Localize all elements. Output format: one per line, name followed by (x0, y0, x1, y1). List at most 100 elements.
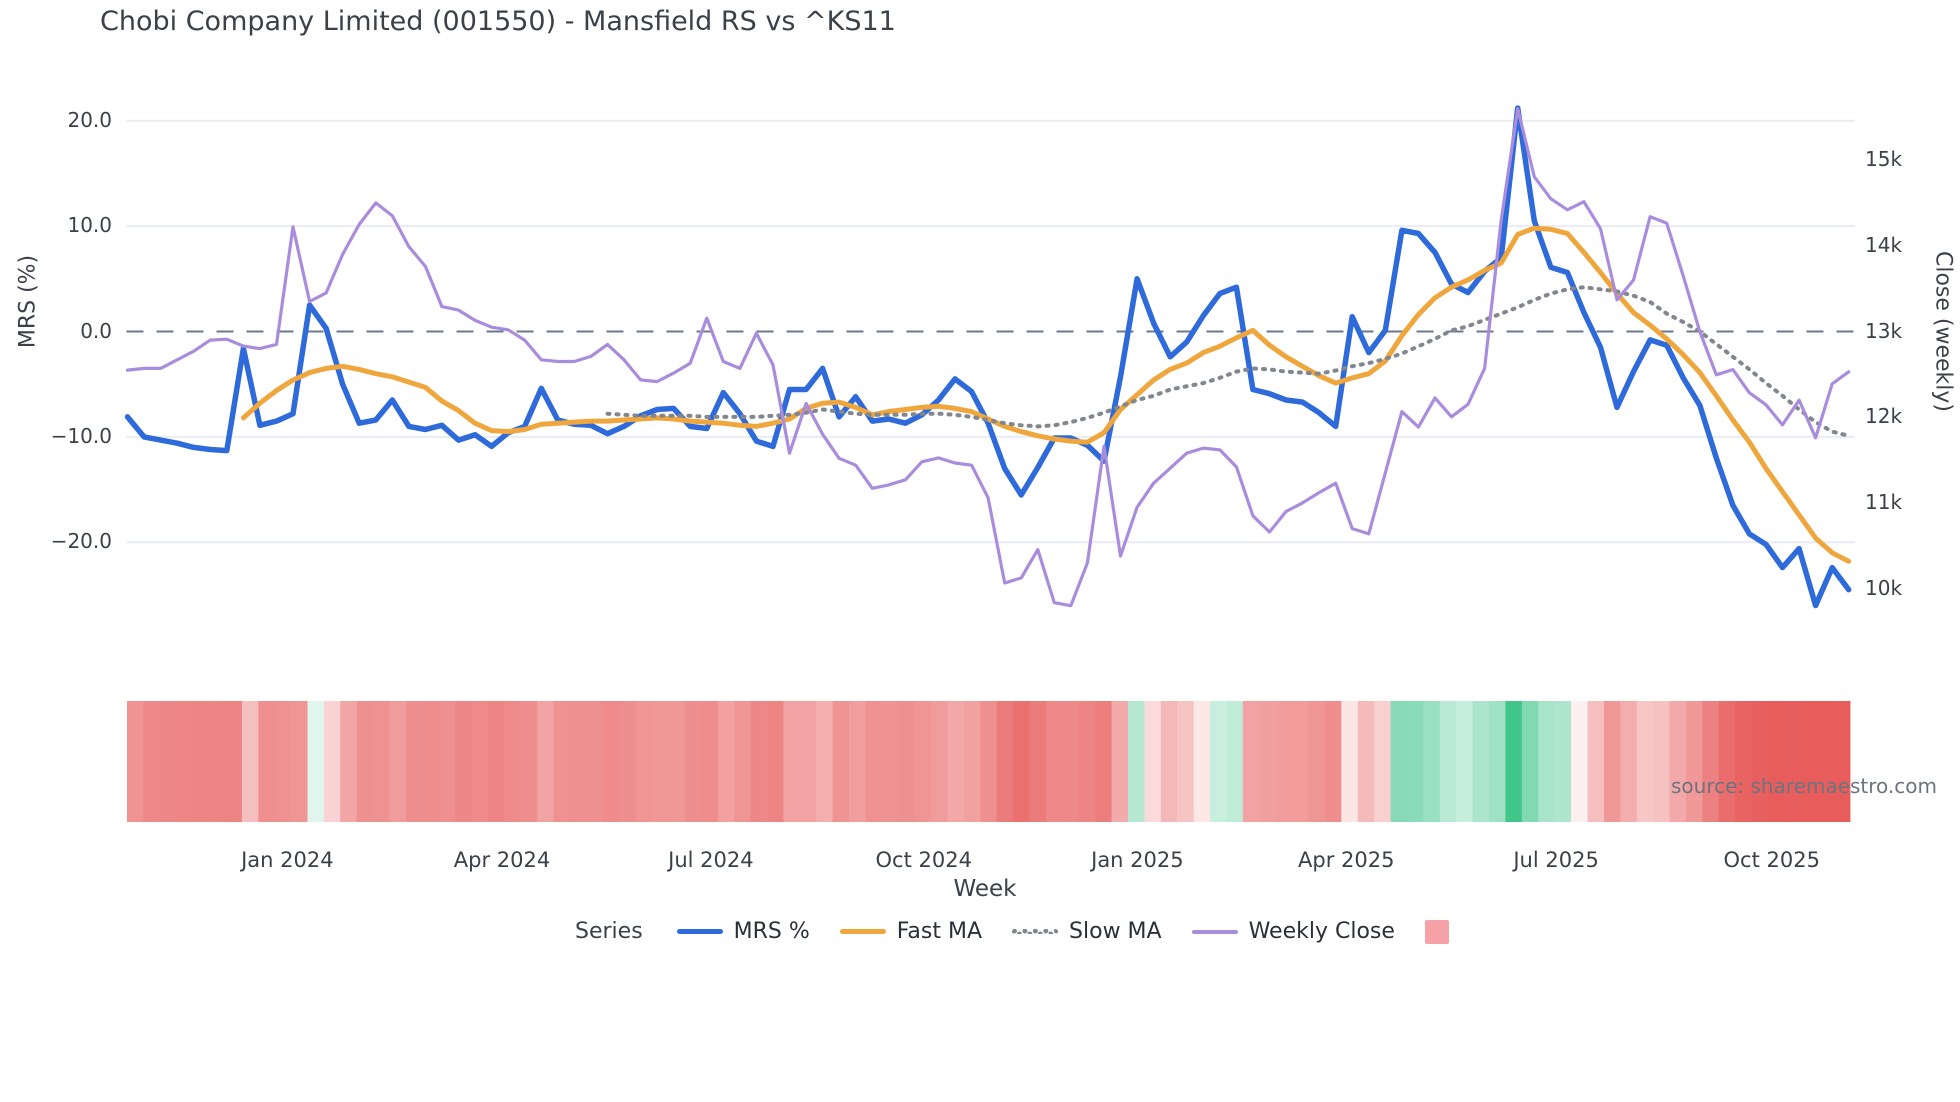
heatmap-week-cell (1636, 701, 1654, 822)
heatmap-week-cell (570, 701, 587, 822)
heatmap-week-cell (980, 701, 998, 822)
series-line-mrs- (124, 105, 1852, 609)
heatmap-week-cell (1571, 701, 1588, 822)
heatmap-week-cell (422, 701, 440, 822)
heatmap-week-cell (799, 701, 817, 822)
heatmap-week-cell (947, 701, 965, 822)
heatmap-week-cell (241, 701, 259, 822)
heatmap-week-cell (1489, 701, 1506, 822)
heatmap-week-cell (881, 701, 899, 822)
series-line-slow-ma (605, 285, 1851, 438)
heatmap-week-cell (914, 701, 932, 822)
heatmap-week-cell (1800, 701, 1818, 822)
left-axis-tick: 20.0 (67, 107, 112, 132)
heatmap-week-cell (635, 701, 653, 822)
heatmap-week-cell (1538, 701, 1556, 822)
heatmap-week-cell (1128, 701, 1145, 822)
heatmap-week-cell (1768, 701, 1785, 822)
heatmap-week-cell (1160, 701, 1178, 822)
heatmap-week-cell (1324, 701, 1342, 822)
heatmap-week-cell (701, 701, 719, 822)
heatmap-week-cell (1046, 701, 1063, 822)
right-axis-tick: 13k (1865, 318, 1903, 343)
x-axis-tick: Jul 2024 (668, 848, 754, 872)
heatmap-week-cell (1603, 701, 1621, 822)
heatmap-week-cell (586, 701, 604, 822)
legend-item-fast-ma[interactable]: Fast MA (839, 919, 983, 944)
legend-item-label: Weekly Close (1248, 919, 1395, 944)
heatmap-week-cell (750, 701, 768, 822)
right-axis-tick: 10k (1865, 575, 1903, 600)
legend-item-slow-ma[interactable]: Slow MA (1012, 919, 1162, 944)
left-axis-tick: −10.0 (50, 423, 112, 448)
heatmap-week-cell (1242, 701, 1260, 822)
heatmap-week-cell (783, 701, 801, 822)
heatmap-week-cell (389, 701, 407, 822)
heatmap-week-cell (1374, 701, 1392, 822)
legend-item-heatmap[interactable] (1424, 919, 1449, 944)
heatmap-week-cell (1817, 701, 1835, 822)
heatmap-week-cell (898, 701, 916, 822)
left-axis-tick: 10.0 (67, 213, 112, 238)
heatmap-week-cell (1505, 701, 1523, 822)
heatmap-week-cell (1521, 701, 1539, 822)
legend-item-mrs-[interactable]: MRS % (676, 919, 810, 944)
heatmap-week-cell (1013, 701, 1030, 822)
heatmap-week-cell (553, 701, 571, 822)
heatmap-week-cell (1456, 701, 1474, 822)
heatmap-week-cell (767, 701, 784, 822)
heatmap-week-cell (225, 701, 243, 822)
heatmap-week-cell (668, 701, 686, 822)
heatmap-week-cell (1210, 701, 1227, 822)
heatmap-week-cell (537, 701, 555, 822)
x-axis-title: Week (953, 876, 1017, 902)
left-axis-tick: 0.0 (80, 318, 112, 343)
right-axis-tick: 14k (1865, 232, 1903, 257)
heatmap-week-cell (1407, 701, 1424, 822)
heatmap-week-cell (1357, 701, 1375, 822)
line-swatch-icon (676, 929, 723, 934)
legend-item-label: Fast MA (896, 919, 983, 944)
heatmap-week-cell (1620, 701, 1638, 822)
heatmap-week-cell (1292, 701, 1309, 822)
heatmap-week-cell (143, 701, 161, 822)
heatmap-week-cell (340, 701, 358, 822)
legend-item-label: Slow MA (1069, 919, 1162, 944)
x-axis-tick: Apr 2025 (1298, 848, 1395, 872)
right-axis-tick: 11k (1865, 489, 1903, 514)
x-axis-tick: Oct 2024 (875, 848, 972, 872)
heatmap-week-cell (520, 701, 538, 822)
heatmap-week-cell (619, 701, 637, 822)
heatmap-week-cell (1078, 701, 1096, 822)
x-axis-tick: Jan 2025 (1091, 848, 1184, 872)
x-axis-tick: Apr 2024 (453, 848, 551, 872)
legend-item-label: MRS % (733, 919, 810, 944)
heatmap-week-cell (931, 701, 948, 822)
heatmap-week-cell (1390, 701, 1408, 822)
source-attribution: source: sharemaestro.com (1671, 774, 1937, 798)
heatmap-week-cell (1833, 701, 1851, 822)
heatmap-week-cell (1718, 701, 1736, 822)
line-swatch-icon (839, 929, 886, 934)
heatmap-week-cell (1062, 701, 1080, 822)
heatmap-week-cell (816, 701, 834, 822)
right-axis-tick: 15k (1865, 147, 1903, 172)
series-line-weekly-close (125, 107, 1851, 608)
heatmap-week-cell (1686, 701, 1703, 822)
legend: Series MRS % Fast MA Slow MA Weekly Close (575, 919, 1449, 944)
heatmap-week-cell (1144, 701, 1162, 822)
heatmap-week-cell (1472, 701, 1490, 822)
heatmap-week-cell (963, 701, 981, 822)
heatmap-week-cell (504, 701, 522, 822)
heatmap-week-cell (1751, 701, 1769, 822)
heatmap-week-cell (1193, 701, 1211, 822)
legend-item-weekly-close[interactable]: Weekly Close (1191, 919, 1395, 944)
heatmap-week-cell (307, 701, 325, 822)
heatmap-week-cell (1111, 701, 1129, 822)
heatmap-week-cell (323, 701, 341, 822)
heatmap-week-cell (1439, 701, 1457, 822)
heatmap-week-cell (832, 701, 850, 822)
heatmap-week-cell (1177, 701, 1195, 822)
